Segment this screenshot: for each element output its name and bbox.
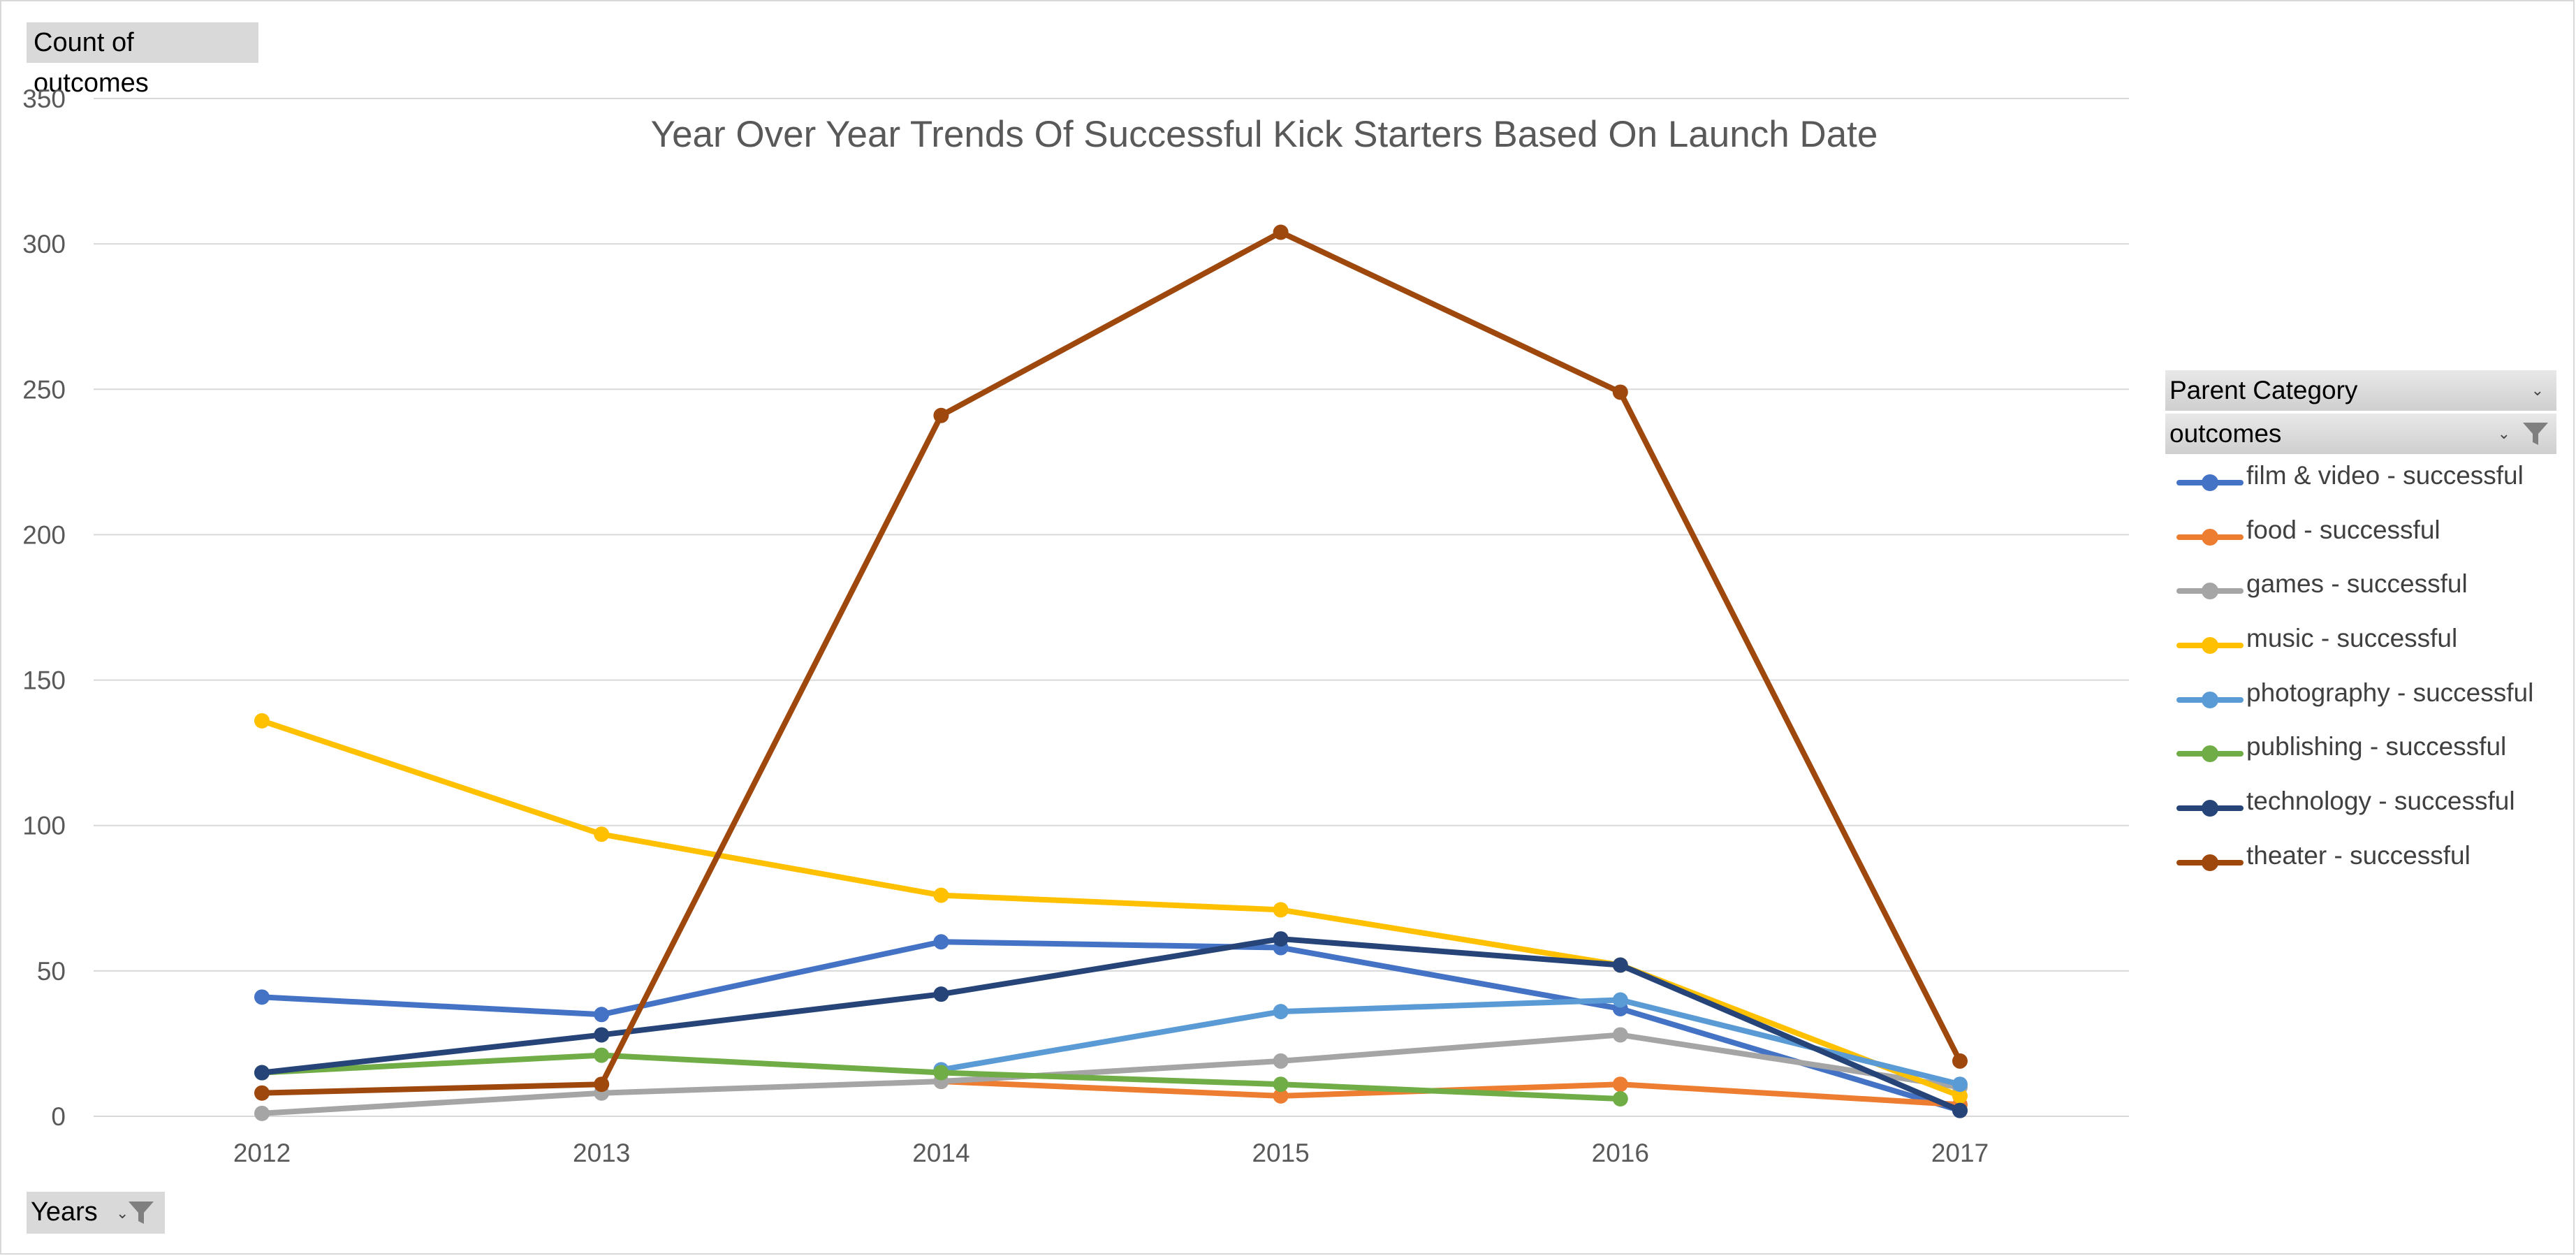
data-point-technology[interactable] [594,1027,610,1043]
filter-funnel-icon[interactable] [126,1197,156,1228]
y-tick-label: 300 [22,230,66,258]
legend-label: film & video - successful [2246,461,2524,490]
chart-title: Year Over Year Trends Of Successful Kick… [651,114,1878,155]
y-tick-label: 350 [22,85,66,113]
data-point-theater[interactable] [254,1085,270,1101]
legend-label: games - successful [2246,569,2468,599]
data-point-music[interactable] [254,713,270,729]
legend-marker [2176,800,2244,817]
data-point-photography[interactable] [1952,1076,1968,1093]
legend-label: technology - successful [2246,787,2515,816]
data-point-photography[interactable] [1273,1004,1289,1020]
data-point-food[interactable] [1612,1076,1628,1093]
legend-marker [2176,745,2244,763]
data-point-music[interactable] [594,826,610,842]
legend-item-technology[interactable]: technology - successful [2165,782,2556,837]
legend-item-publishing[interactable]: publishing - successful [2165,728,2556,782]
legend-marker [2176,528,2244,546]
data-point-music[interactable] [1273,902,1289,918]
data-point-technology[interactable] [1273,931,1289,947]
data-point-music[interactable] [933,887,949,903]
data-point-theater[interactable] [1612,384,1628,400]
dropdown-arrow-icon: ⌄ [2497,425,2510,442]
data-point-games[interactable] [1273,1053,1289,1069]
y-tick-label: 100 [22,812,66,840]
x-tick-label: 2014 [912,1139,969,1167]
legend-label: music - successful [2246,624,2458,653]
data-point-technology[interactable] [254,1065,270,1081]
dropdown-arrow-icon: ⌄ [2531,381,2544,399]
series-line-technology[interactable] [259,936,1963,1113]
legend-marker [2176,474,2244,491]
data-point-film[interactable] [933,934,949,950]
y-tick-label: 150 [22,666,66,695]
data-point-technology[interactable] [1612,957,1628,973]
legend-marker [2176,583,2244,600]
data-point-technology[interactable] [1952,1102,1968,1118]
series-line-games[interactable] [259,1032,1963,1116]
data-point-theater[interactable] [933,407,949,423]
legend-header-parent-category[interactable]: Parent Category ⌄ [2165,370,2556,411]
legend-items: film & video - successful food - successf… [2165,457,2556,891]
series-line-film[interactable] [259,939,1963,1113]
legend-item-photography[interactable]: photography - successful [2165,674,2556,729]
data-point-technology[interactable] [933,986,949,1002]
legend-header-label: Parent Category [2169,376,2358,404]
dropdown-arrow-icon: ⌄ [116,1204,129,1222]
data-point-music[interactable] [1952,1088,1968,1104]
x-tick-label: 2016 [1592,1139,1649,1167]
data-point-food[interactable] [1273,1088,1289,1104]
y-tick-label: 200 [22,520,66,549]
legend-panel: Parent Category ⌄ outcomes ⌄ film & vide… [2165,370,2556,891]
x-tick-label: 2012 [233,1139,291,1167]
y-tick-label: 250 [22,375,66,404]
y-tick-label: 0 [51,1102,66,1131]
legend-label: publishing - successful [2246,732,2507,761]
legend-label: photography - successful [2246,678,2534,707]
legend-marker [2176,691,2244,708]
legend-label: theater - successful [2246,840,2471,870]
data-point-publishing[interactable] [933,1065,949,1081]
data-point-film[interactable] [254,989,270,1005]
legend-marker [2176,854,2244,871]
data-point-theater[interactable] [1273,224,1289,240]
axis-field-label: Years [31,1197,98,1227]
data-point-film[interactable] [594,1007,610,1023]
legend-label: food - successful [2246,515,2440,544]
value-field-button[interactable]: Count of outcomes [27,22,258,98]
axis-field-button[interactable]: Years ⌄ [27,1192,165,1234]
legend-filter-outcomes[interactable]: outcomes ⌄ [2165,414,2556,454]
x-tick-label: 2013 [573,1139,630,1167]
legend-filter-label: outcomes [2169,419,2282,448]
y-tick-label: 50 [37,957,66,986]
series-line-photography[interactable] [938,997,1963,1088]
data-point-photography[interactable] [1612,992,1628,1008]
data-point-theater[interactable] [594,1076,610,1093]
data-point-games[interactable] [254,1105,270,1121]
data-point-publishing[interactable] [1612,1091,1628,1107]
legend-item-film[interactable]: film & video - successful [2165,457,2556,511]
legend-item-food[interactable]: food - successful [2165,511,2556,566]
line-chart: Year Over Year Trends Of Successful Kick… [22,85,2129,1167]
legend-item-music[interactable]: music - successful [2165,620,2556,674]
x-tick-label: 2015 [1252,1139,1309,1167]
data-point-games[interactable] [1612,1027,1628,1043]
legend-item-theater[interactable]: theater - successful [2165,837,2556,891]
data-point-publishing[interactable] [594,1047,610,1063]
x-tick-label: 2017 [1931,1139,1989,1167]
series-line-theater[interactable] [259,229,1963,1096]
filter-funnel-icon[interactable] [2520,418,2551,449]
data-point-theater[interactable] [1952,1053,1968,1069]
data-point-publishing[interactable] [1273,1076,1289,1093]
legend-item-games[interactable]: games - successful [2165,565,2556,620]
legend-marker [2176,637,2244,655]
